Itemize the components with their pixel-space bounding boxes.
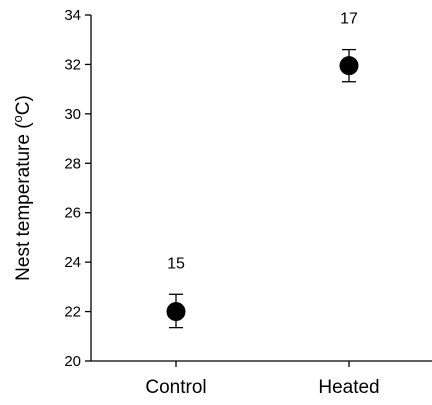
x-tick-label: Control bbox=[145, 377, 206, 398]
y-tick-label: 26 bbox=[64, 205, 81, 222]
data-point bbox=[339, 56, 359, 76]
data-point bbox=[166, 302, 186, 322]
y-tick-label: 34 bbox=[64, 7, 81, 24]
y-tick-label: 30 bbox=[64, 106, 81, 123]
y-tick-label: 28 bbox=[64, 155, 81, 172]
x-ticks: Control Heated bbox=[145, 361, 380, 398]
x-tick-label: Heated bbox=[318, 377, 379, 398]
sample-size-label: 17 bbox=[340, 11, 358, 28]
y-tick-label: 24 bbox=[64, 254, 81, 271]
y-tick-label: 32 bbox=[64, 56, 81, 73]
y-axis-title-superscript: o bbox=[10, 115, 25, 122]
sample-size-label: 15 bbox=[167, 255, 185, 272]
y-tick-label: 20 bbox=[64, 353, 81, 370]
y-tick-label: 22 bbox=[64, 304, 81, 321]
y-axis-title: Nest temperature (oC) bbox=[10, 95, 34, 281]
y-ticks: 20 22 24 26 28 30 32 34 bbox=[64, 7, 91, 370]
